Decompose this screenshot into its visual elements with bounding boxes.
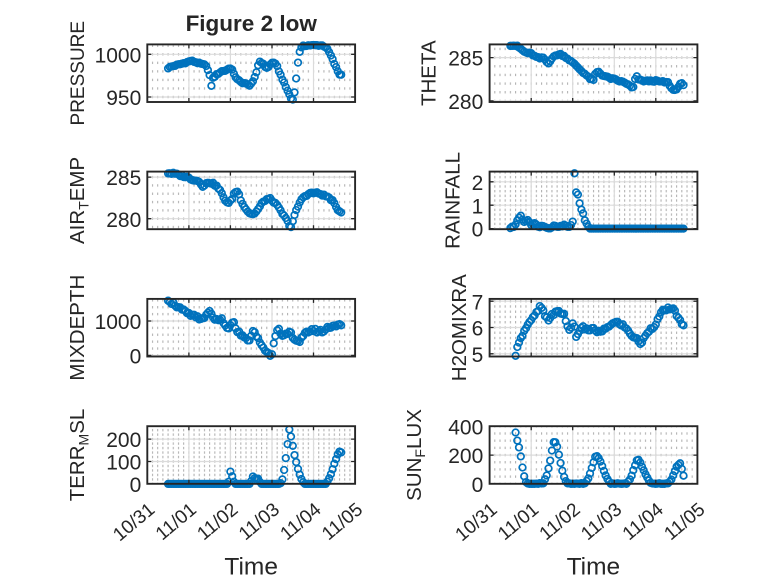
svg-text:200: 200 bbox=[106, 429, 141, 452]
svg-text:H2OMIXRA: H2OMIXRA bbox=[448, 274, 471, 381]
svg-text:950: 950 bbox=[106, 87, 141, 110]
svg-text:100: 100 bbox=[106, 452, 141, 475]
svg-text:1000: 1000 bbox=[95, 311, 142, 334]
svg-text:285: 285 bbox=[106, 167, 141, 190]
svg-text:Figure 2 low: Figure 2 low bbox=[186, 11, 318, 36]
svg-text:400: 400 bbox=[448, 416, 483, 439]
svg-text:1000: 1000 bbox=[95, 44, 142, 67]
svg-text:6: 6 bbox=[472, 318, 484, 341]
svg-text:THETA: THETA bbox=[418, 40, 441, 106]
svg-text:Time: Time bbox=[567, 554, 621, 581]
svg-text:TERRMSL: TERRMSL bbox=[66, 409, 91, 502]
svg-text:0: 0 bbox=[472, 219, 484, 242]
svg-text:PRESSURE: PRESSURE bbox=[68, 21, 89, 126]
svg-text:RAINFALL: RAINFALL bbox=[442, 152, 465, 249]
svg-text:285: 285 bbox=[448, 48, 483, 71]
svg-text:200: 200 bbox=[448, 445, 483, 468]
svg-text:280: 280 bbox=[448, 91, 483, 114]
svg-text:Time: Time bbox=[224, 554, 278, 581]
svg-text:280: 280 bbox=[106, 209, 141, 232]
svg-text:5: 5 bbox=[472, 344, 484, 367]
svg-text:MIXDEPTH: MIXDEPTH bbox=[66, 275, 89, 381]
svg-text:1: 1 bbox=[472, 195, 484, 218]
svg-text:0: 0 bbox=[130, 474, 142, 497]
svg-text:0: 0 bbox=[472, 474, 484, 497]
svg-text:2: 2 bbox=[472, 172, 484, 195]
svg-text:0: 0 bbox=[130, 346, 142, 369]
svg-text:7: 7 bbox=[472, 291, 484, 314]
svg-text:AIRTEMP: AIRTEMP bbox=[66, 157, 91, 244]
